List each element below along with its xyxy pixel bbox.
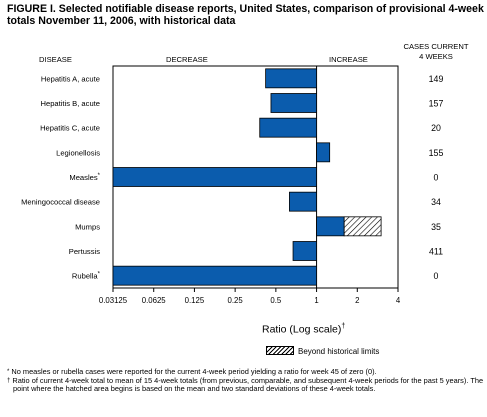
x-tick-label: 0.25: [228, 296, 244, 305]
bar-hatched-segment: [343, 216, 382, 237]
bar-pertussis: [292, 241, 317, 261]
cases-value: 35: [431, 222, 441, 232]
cases-value: 0: [434, 271, 439, 281]
bar-legionellosis: [316, 142, 331, 163]
footnote-measles-rubella: * No measles or rubella cases were repor…: [7, 367, 485, 377]
category-label: Meningococcal disease: [21, 198, 100, 207]
category-label: Pertussis: [69, 247, 100, 256]
category-label: Measles*: [69, 173, 100, 182]
footnote-mark: †: [7, 377, 11, 384]
labels: 0.03125 0.0625 0.125 0.25 0.5 1 2 4 Hepatitis A,…: [21, 74, 443, 305]
category-label-mark: *: [98, 173, 101, 179]
x-tick-label: 1: [314, 296, 318, 305]
x-tick-label: 4: [396, 296, 401, 305]
footnote-ratio: † Ratio of current 4-week total to mean …: [7, 375, 485, 394]
cases-value: 411: [429, 247, 443, 257]
x-tick-label: 0.5: [270, 296, 282, 305]
cases-value: 0: [434, 173, 439, 183]
cases-value: 20: [431, 123, 441, 133]
category-label: Hepatitis A, acute: [41, 74, 100, 83]
x-tick-label: 0.125: [185, 296, 205, 305]
category-label: Rubella*: [72, 272, 101, 281]
category-label: Legionellosis: [56, 148, 100, 157]
decrease-header: DECREASE: [166, 55, 208, 64]
x-tick-label: 2: [355, 296, 359, 305]
bar-hepatitis-b-acute: [270, 93, 317, 113]
bar-rubella: [112, 265, 317, 286]
category-label-mark: *: [98, 272, 101, 278]
cases-value: 157: [429, 99, 444, 109]
footnotes: * No measles or rubella cases were repor…: [7, 367, 485, 394]
x-tick-label: 0.0625: [142, 296, 167, 305]
bar-hepatitis-a-acute: [265, 68, 317, 89]
x-axis-label-mark: †: [341, 323, 346, 330]
increase-header: INCREASE: [329, 55, 368, 64]
cases-value: 155: [429, 148, 444, 158]
figure-title: FIGURE I. Selected notifiable disease re…: [7, 3, 484, 27]
category-label: Mumps: [75, 222, 100, 231]
disease-header: DISEASE: [39, 55, 72, 64]
bar-hepatitis-c-acute: [259, 117, 317, 138]
x-tick-label: 0.03125: [99, 296, 128, 305]
bars: [112, 68, 382, 286]
footnote-text: Ratio of current 4-week total to mean of…: [12, 375, 484, 394]
cases-value: 34: [431, 197, 441, 207]
footnote-text: No measles or rubella cases were reporte…: [11, 367, 377, 376]
bar-meningococcal-disease: [289, 191, 317, 212]
legend: Beyond historical limits: [266, 346, 379, 357]
cases-header-line2: 4 WEEKS: [419, 52, 453, 61]
legend-label: Beyond historical limits: [298, 347, 380, 356]
x-axis-label: Ratio (Log scale)†: [262, 323, 345, 336]
footnote-mark: *: [7, 369, 10, 375]
bar-mumps: [316, 216, 345, 237]
bar-measles: [112, 167, 317, 187]
x-axis-label-text: Ratio (Log scale): [262, 323, 342, 336]
cases-value: 149: [429, 74, 444, 84]
category-label: Hepatitis B, acute: [40, 99, 100, 108]
cases-header-line1: CASES CURRENT: [403, 42, 469, 51]
category-label: Hepatitis C, acute: [40, 124, 100, 133]
hatch-legend-swatch: [266, 346, 294, 355]
